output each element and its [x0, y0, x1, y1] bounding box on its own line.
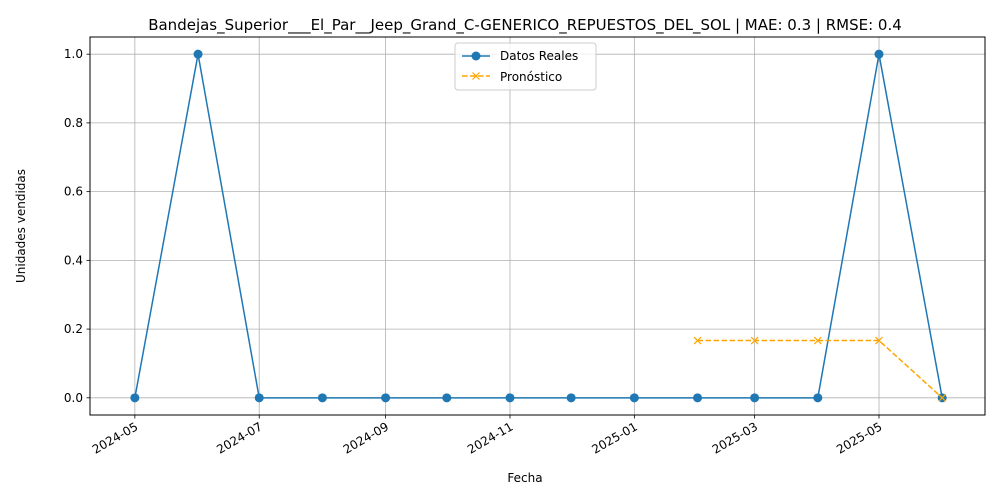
data-point — [813, 336, 822, 345]
data-point — [442, 393, 452, 403]
y-axis-label: Unidades vendidas — [14, 169, 28, 283]
data-point — [693, 336, 702, 345]
data-point — [874, 49, 884, 59]
y-tick-label: 0.0 — [64, 391, 83, 405]
data-point — [566, 393, 576, 403]
data-point — [875, 336, 883, 345]
data-point — [254, 393, 264, 403]
plot-frame — [89, 36, 986, 416]
data-point — [813, 393, 823, 403]
plot-series — [130, 49, 947, 403]
y-tick-label: 0.8 — [64, 116, 83, 130]
data-point — [130, 393, 140, 403]
y-tick-label: 0.4 — [64, 253, 83, 267]
legend-marker-pronostico — [472, 72, 480, 80]
data-point — [750, 336, 759, 345]
data-point — [317, 393, 327, 403]
data-point — [505, 393, 515, 403]
series-pronostico — [693, 336, 947, 402]
data-point — [750, 393, 760, 403]
x-axis-label: Fecha — [507, 471, 542, 485]
legend-box — [454, 42, 597, 91]
data-point — [629, 393, 639, 403]
grid — [90, 37, 985, 415]
y-tick-label: 0.2 — [64, 322, 83, 336]
y-tick-label: 1.0 — [64, 47, 83, 61]
data-point — [381, 393, 391, 403]
legend: Datos Reales Pronóstico — [454, 42, 597, 91]
data-point — [938, 393, 947, 402]
series-line — [134, 54, 943, 399]
legend-x-marker — [472, 72, 480, 80]
chart-title: Bandejas_Superior___El_Par__Jeep_Grand_C… — [148, 16, 902, 35]
data-point — [693, 393, 703, 403]
legend-label-pronostico: Pronóstico — [500, 70, 562, 84]
legend-label-datos-reales: Datos Reales — [500, 49, 578, 63]
y-tick-label: 0.6 — [64, 185, 83, 199]
data-point — [193, 49, 203, 59]
legend-marker-datos-reales — [471, 51, 481, 61]
